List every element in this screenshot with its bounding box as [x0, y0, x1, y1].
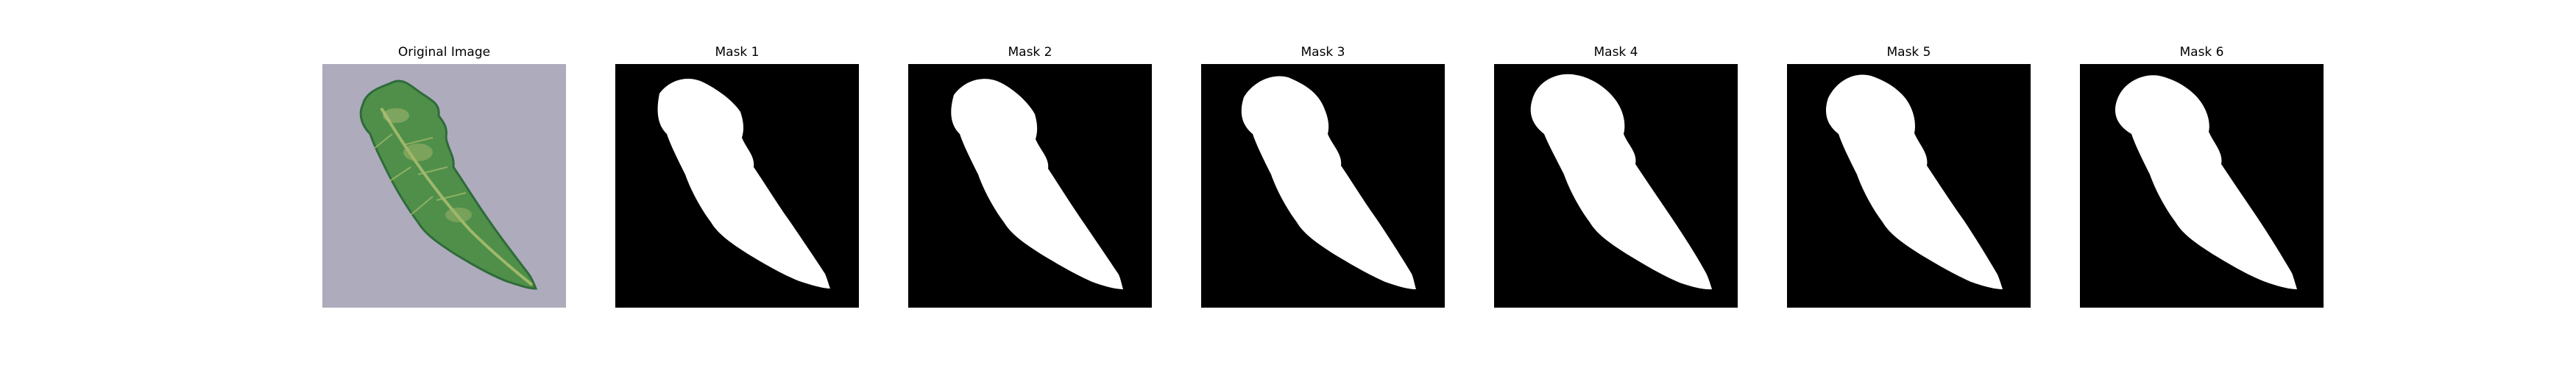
mask-image — [1201, 64, 1445, 308]
panel-title: Mask 3 — [1301, 45, 1345, 60]
panel-title: Mask 4 — [1593, 45, 1638, 60]
mask-image — [1787, 64, 2031, 308]
mask-1-svg — [615, 64, 859, 308]
mask-3-svg — [1201, 64, 1445, 308]
leaf-photo — [322, 64, 566, 308]
mask-2-svg — [908, 64, 1152, 308]
mask-image — [615, 64, 859, 308]
panel-title: Mask 2 — [1008, 45, 1052, 60]
mask-4-svg — [1494, 64, 1738, 308]
panel-title: Mask 5 — [1886, 45, 1931, 60]
original-image — [322, 64, 566, 308]
mask-5-svg — [1787, 64, 2031, 308]
mask-image — [908, 64, 1152, 308]
panel-title: Mask 1 — [715, 45, 760, 60]
mask-image — [1494, 64, 1738, 308]
panel-title: Mask 6 — [2179, 45, 2224, 60]
mask-6-svg — [2080, 64, 2324, 308]
mask-image — [2080, 64, 2324, 308]
panel-title: Original Image — [397, 45, 491, 60]
